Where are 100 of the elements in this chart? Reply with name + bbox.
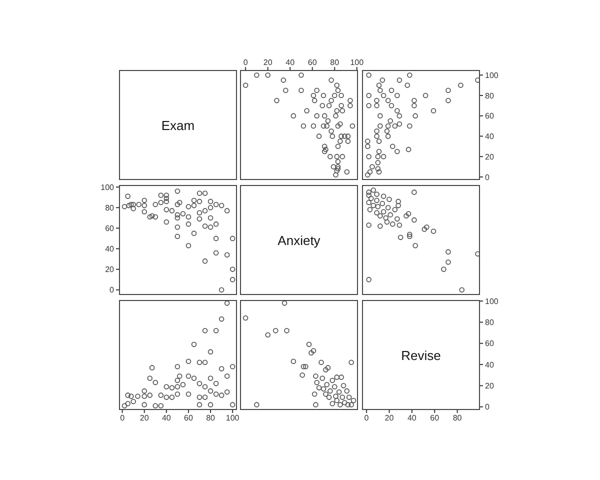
point xyxy=(384,219,390,225)
point xyxy=(272,328,278,334)
point xyxy=(365,172,370,178)
point xyxy=(280,78,286,83)
point xyxy=(412,113,418,118)
x-tick-label: 60 xyxy=(308,58,318,67)
point xyxy=(142,198,148,204)
point xyxy=(336,389,342,395)
point xyxy=(224,374,230,379)
point xyxy=(164,198,170,204)
point xyxy=(174,364,180,370)
point xyxy=(335,166,341,172)
point xyxy=(406,211,412,216)
point xyxy=(367,207,373,212)
point xyxy=(174,215,180,221)
point xyxy=(284,328,290,334)
point xyxy=(164,196,170,202)
point xyxy=(320,376,326,381)
y-tick-label: 20 xyxy=(485,152,494,162)
point xyxy=(177,200,182,206)
point xyxy=(142,388,148,394)
point xyxy=(218,316,224,322)
point xyxy=(388,103,394,108)
point xyxy=(385,134,391,139)
point xyxy=(147,392,153,398)
point xyxy=(208,198,214,204)
point xyxy=(407,123,412,129)
point xyxy=(407,232,412,237)
point xyxy=(335,144,341,150)
point xyxy=(325,365,331,370)
point xyxy=(254,72,260,78)
point xyxy=(376,148,382,154)
text: Anxiety xyxy=(278,232,320,248)
point xyxy=(158,403,164,408)
point xyxy=(320,103,326,108)
x-tick-label: 20 xyxy=(140,414,150,423)
point xyxy=(202,394,208,400)
point xyxy=(422,92,428,98)
point xyxy=(407,72,412,78)
point xyxy=(330,378,336,384)
point xyxy=(385,204,391,210)
point xyxy=(314,380,320,386)
point xyxy=(218,287,224,293)
point xyxy=(136,202,142,208)
point xyxy=(196,380,202,386)
point xyxy=(334,154,340,160)
point xyxy=(366,276,372,282)
point xyxy=(333,394,338,399)
point xyxy=(169,394,175,400)
point xyxy=(224,208,230,214)
point xyxy=(230,402,236,408)
y-tick-label: 100 xyxy=(100,182,115,192)
x-tick-label: 60 xyxy=(430,414,440,423)
point xyxy=(310,348,316,354)
x-tick-label: 0 xyxy=(364,414,370,423)
x-tick-label: 40 xyxy=(286,58,296,67)
point xyxy=(392,123,398,129)
point xyxy=(335,159,341,164)
point xyxy=(186,214,192,220)
point xyxy=(348,103,353,108)
point xyxy=(345,134,351,139)
point xyxy=(191,230,197,236)
point xyxy=(224,300,230,306)
point xyxy=(191,198,197,204)
point xyxy=(333,113,338,118)
point xyxy=(380,78,386,83)
point xyxy=(130,206,136,212)
point xyxy=(152,202,158,208)
point xyxy=(368,196,374,202)
point xyxy=(312,391,318,397)
point xyxy=(374,134,380,139)
point xyxy=(375,160,381,166)
point xyxy=(385,123,391,129)
point xyxy=(174,224,180,230)
point xyxy=(334,168,340,174)
point xyxy=(202,208,208,214)
point xyxy=(394,216,400,222)
point xyxy=(345,138,351,144)
point xyxy=(446,249,451,254)
point xyxy=(394,92,400,98)
point xyxy=(340,383,346,388)
point xyxy=(323,391,328,397)
point xyxy=(316,134,322,139)
point xyxy=(152,403,158,408)
point xyxy=(459,287,464,293)
point xyxy=(130,398,136,404)
point xyxy=(324,382,330,388)
point xyxy=(328,154,333,160)
point xyxy=(164,207,170,212)
point xyxy=(174,188,180,194)
point xyxy=(290,358,296,364)
x-tick-label: 40 xyxy=(162,414,172,423)
point xyxy=(254,402,260,408)
point xyxy=(202,190,208,196)
point xyxy=(313,402,318,408)
point xyxy=(332,92,338,98)
point xyxy=(380,92,386,98)
point xyxy=(346,394,352,400)
point xyxy=(158,200,164,206)
point xyxy=(370,187,376,193)
